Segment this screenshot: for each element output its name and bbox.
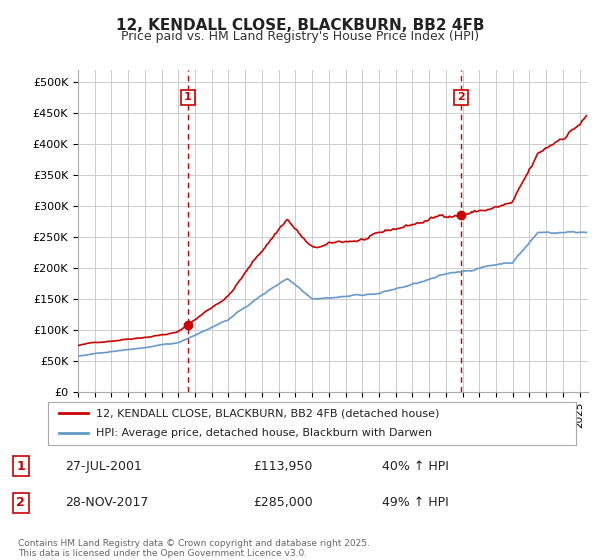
Text: 40% ↑ HPI: 40% ↑ HPI [382, 460, 449, 473]
Text: 28-NOV-2017: 28-NOV-2017 [65, 497, 148, 510]
Text: £113,950: £113,950 [253, 460, 313, 473]
Text: 1: 1 [184, 92, 192, 102]
Text: 12, KENDALL CLOSE, BLACKBURN, BB2 4FB: 12, KENDALL CLOSE, BLACKBURN, BB2 4FB [116, 18, 484, 33]
Text: Price paid vs. HM Land Registry's House Price Index (HPI): Price paid vs. HM Land Registry's House … [121, 30, 479, 43]
Text: 1: 1 [16, 460, 25, 473]
Text: HPI: Average price, detached house, Blackburn with Darwen: HPI: Average price, detached house, Blac… [95, 428, 431, 438]
Text: 2: 2 [457, 92, 465, 102]
Text: 12, KENDALL CLOSE, BLACKBURN, BB2 4FB (detached house): 12, KENDALL CLOSE, BLACKBURN, BB2 4FB (d… [95, 408, 439, 418]
Text: 27-JUL-2001: 27-JUL-2001 [65, 460, 142, 473]
Text: 2: 2 [16, 497, 25, 510]
Text: Contains HM Land Registry data © Crown copyright and database right 2025.
This d: Contains HM Land Registry data © Crown c… [18, 539, 370, 558]
Text: £285,000: £285,000 [253, 497, 313, 510]
Text: 49% ↑ HPI: 49% ↑ HPI [382, 497, 449, 510]
